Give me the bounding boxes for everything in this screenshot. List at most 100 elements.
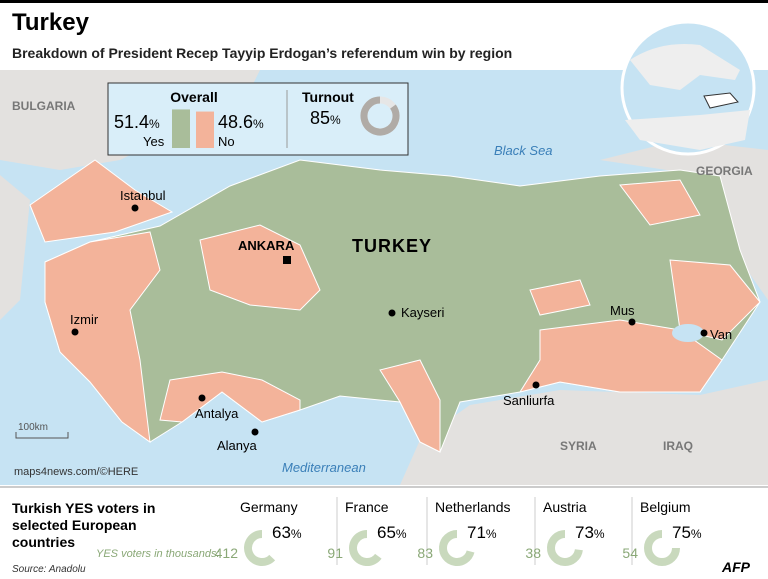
city-dot [131,204,139,212]
unit: % [149,117,160,131]
neighbor-label: BULGARIA [12,99,76,113]
region-southeast [518,319,723,393]
country-ring [644,530,680,566]
city-dot [628,318,636,326]
no-value: 48.6% [218,112,264,132]
pct-value: 71% [467,523,497,542]
capital-marker [283,256,291,264]
thousands-label: YES voters in thousands: [96,548,220,560]
scale-label: 100km [18,422,48,433]
country-ring [439,530,475,566]
thousands-value: 91 [327,545,343,561]
city-label: Sanliurfa [503,393,555,408]
unit: % [253,117,264,131]
pct-value: 75% [672,523,702,542]
turnout-value: 85% [310,108,341,128]
unit: % [691,527,702,541]
country-name: Germany [240,499,298,515]
yes-number: 51.4 [114,112,149,132]
credit: maps4news.com/©HERE [14,466,138,478]
region-antalya [159,371,301,423]
region-east [669,259,761,341]
city-label: Van [710,327,732,342]
yes-label: Yes [143,134,165,149]
unit: % [486,527,497,541]
neighbor-label: IRAQ [663,439,693,453]
overall-box [107,82,409,156]
sea-label: Black Sea [494,143,553,158]
capital-label: ANKARA [238,238,295,253]
country-label: TURKEY [352,236,432,256]
city-label: Izmir [70,312,99,327]
source: Source: Anadolu [12,564,86,575]
unit: % [396,527,407,541]
city-label: Kayseri [401,305,444,320]
turnout-number: 85 [310,108,330,128]
sea-label: Mediterranean [282,460,366,475]
city-label: Alanya [217,438,258,453]
europe-title: countries [12,534,75,550]
country-name: Austria [543,499,587,515]
top-rule [0,0,768,3]
country-ring [244,530,276,566]
thousands-value: 83 [417,545,433,561]
city-label: Mus [610,303,635,318]
unit: % [291,527,302,541]
land-syria-iraq [400,380,768,485]
subtitle: Breakdown of President Recep Tayyip Erdo… [12,45,512,61]
neighbor-label: GEORGIA [696,164,753,178]
inset-land [630,44,740,90]
pct-number: 75 [672,523,691,542]
country-ring [547,530,583,566]
region-artvin [619,179,701,226]
no-label: No [218,134,235,149]
city-dot [700,329,708,337]
title: Turkey [12,9,90,36]
thousands-value: 38 [525,545,541,561]
cities: Istanbul Izmir Antalya Alanya Kayseri Sa… [70,188,732,453]
city-dot [532,381,540,389]
result-bar [196,111,214,148]
neighbor-label: SYRIA [560,439,597,453]
pct-number: 71 [467,523,486,542]
country-name: Netherlands [435,499,511,515]
inset-turkey [703,92,739,109]
overall-label: Overall [170,89,217,105]
region-ankara [199,224,321,311]
inset-land [625,110,750,150]
pct-number: 73 [575,523,594,542]
region-thrace [29,159,174,243]
yes-value: 51.4% [114,112,160,132]
city-label: Antalya [195,406,239,421]
europe-title: selected European [12,517,137,533]
logo: AFP [721,559,751,575]
region-hatay [379,359,441,453]
turnout-label: Turnout [302,89,354,105]
region-aegean [44,231,161,444]
scale-bar [15,432,69,439]
pct-value: 65% [377,523,407,542]
pct-value: 73% [575,523,605,542]
country-name: Belgium [640,499,691,515]
land-greece [0,175,30,320]
thousands-value: 412 [215,545,239,561]
city-label: Istanbul [120,188,166,203]
country-name: France [345,499,389,515]
pct-value: 63% [272,523,302,542]
country-ring [349,530,382,566]
lake-van [672,324,704,342]
europe-title: Turkish YES voters in [12,500,155,516]
turnout-ring [360,96,400,136]
land-georgia [600,140,768,300]
pct-number: 65 [377,523,396,542]
unit: % [330,113,341,127]
thousands-value: 54 [622,545,638,561]
unit: % [594,527,605,541]
pct-number: 63 [272,523,291,542]
map: Overall 51.4% Yes 48.6% No Turnout 85% B… [0,20,768,485]
city-dot [251,428,259,436]
result-bar [172,109,190,148]
no-number: 48.6 [218,112,253,132]
